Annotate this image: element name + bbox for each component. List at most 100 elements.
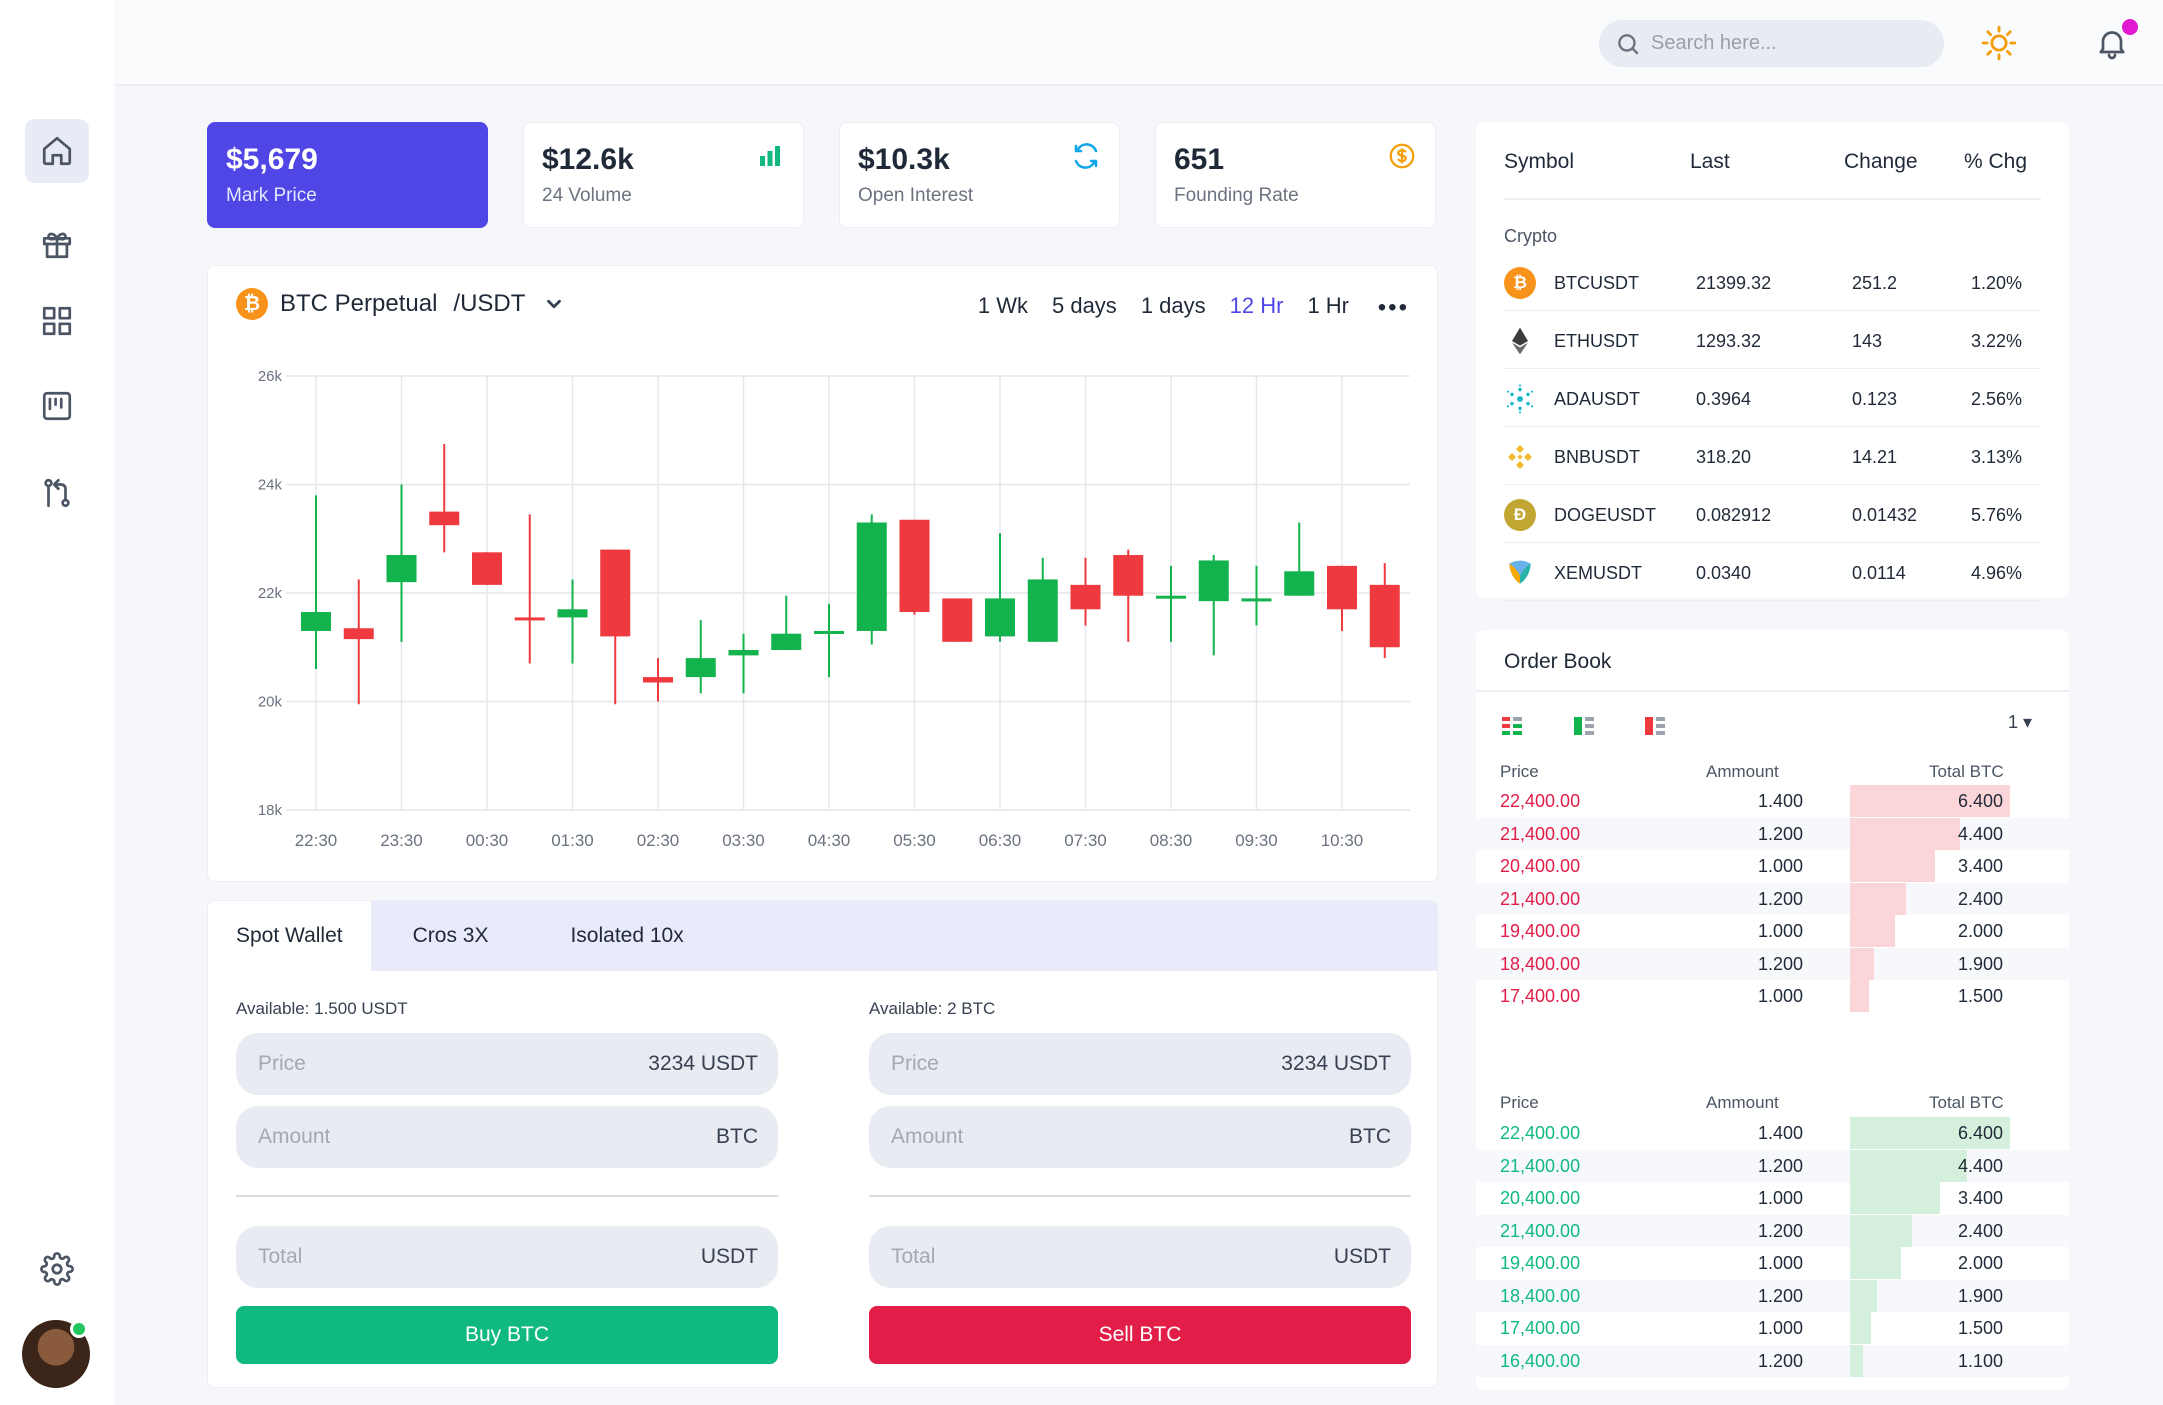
bitcoin-icon: ₿	[1504, 267, 1536, 299]
ask-row[interactable]: 21,400.00 1.200 4.400	[1476, 817, 2069, 850]
header-pct-change[interactable]: % Chg	[1964, 150, 2028, 173]
sell-btc-button[interactable]: Sell BTC	[869, 1306, 1411, 1364]
market-row[interactable]: Ð DOGEUSDT 0.082912 0.01432 5.76%	[1504, 485, 2041, 543]
time-range-tabs: 1 Wk 5 days 1 days 12 Hr 1 Hr	[978, 293, 1349, 319]
pct-change: 5.76%	[1971, 505, 2023, 525]
bid-row[interactable]: 16,400.00 1.200 1.100	[1476, 1344, 2069, 1377]
nav-gifts[interactable]	[25, 212, 89, 276]
header-last[interactable]: Last	[1690, 150, 1730, 173]
market-row[interactable]: XEMUSDT 0.0340 0.0114 4.96%	[1504, 543, 2041, 601]
stat-label: Open Interest	[858, 185, 974, 206]
bid-row[interactable]: 18,400.00 1.200 1.900	[1476, 1279, 2069, 1312]
market-row[interactable]: ADAUSDT 0.3964 0.123 2.56%	[1504, 369, 2041, 427]
bid-row[interactable]: 21,400.00 1.200 4.400	[1476, 1149, 2069, 1182]
depth-bar	[1850, 1149, 1967, 1182]
range-1wk[interactable]: 1 Wk	[977, 293, 1028, 318]
pair-selector[interactable]: ₿ BTC Perpetual /USDT	[236, 288, 565, 320]
search-box[interactable]	[1599, 20, 1944, 67]
candlestick-chart[interactable]: 26k 24k 22k 20k 18k 22:30 23:30 00:30 01:30 02:30…	[208, 266, 1439, 883]
depth-bar	[1850, 882, 1906, 915]
precision-select[interactable]: 1 ▾	[2008, 712, 2032, 733]
ask-total: 1.500	[1957, 986, 2003, 1006]
bid-price: 19,400.00	[1500, 1253, 1581, 1273]
more-options-icon[interactable]: •••	[1377, 294, 1409, 321]
change: 14.21	[1852, 447, 1898, 467]
buy-amount-field[interactable]: Amount BTC	[236, 1106, 778, 1168]
nav-board[interactable]	[25, 374, 89, 438]
sun-icon[interactable]	[1980, 24, 2018, 62]
ask-row[interactable]: 18,400.00 1.200 1.900	[1476, 947, 2069, 980]
bid-row[interactable]: 21,400.00 1.200 2.400	[1476, 1214, 2069, 1247]
stat-card-funding-rate[interactable]: 651 Founding Rate	[1155, 122, 1436, 228]
bid-amount: 1.000	[1757, 1253, 1803, 1273]
header-change[interactable]: Change	[1844, 150, 1918, 173]
range-1hr[interactable]: 1 Hr	[1307, 293, 1349, 318]
online-status-dot	[70, 1320, 88, 1338]
last: 1293.32	[1696, 331, 1762, 351]
nav-settings[interactable]	[25, 1237, 89, 1301]
ask-row[interactable]: 22,400.00 1.400 6.400	[1476, 785, 2069, 817]
market-row[interactable]: ₿ BTCUSDT 21399.32 251.2 1.20%	[1504, 253, 2041, 311]
y-tick-label: 22k	[258, 585, 283, 602]
bid-amount: 1.000	[1757, 1188, 1803, 1208]
bid-row[interactable]: 19,400.00 1.000 2.000	[1476, 1247, 2069, 1279]
x-tick-label: 23:30	[380, 831, 423, 850]
ask-row[interactable]: 17,400.00 1.000 1.500	[1476, 980, 2069, 1012]
header-symbol[interactable]: Symbol	[1504, 150, 1575, 173]
ask-row[interactable]: 20,400.00 1.000 3.400	[1476, 850, 2069, 882]
ask-price: 20,400.00	[1500, 856, 1581, 876]
field-placeholder: Total	[258, 1245, 303, 1268]
sell-total-field[interactable]: Total USDT	[869, 1226, 1411, 1288]
tab-cross-3x[interactable]: Cros 3X	[412, 924, 489, 947]
candle-up	[386, 555, 417, 583]
depth-bar	[1850, 1247, 1901, 1279]
tab-isolated-10x[interactable]: Isolated 10x	[570, 924, 684, 947]
candle-up	[728, 649, 759, 656]
stat-card-open-interest[interactable]: $10.3k Open Interest	[839, 122, 1120, 228]
range-1days[interactable]: 1 days	[1140, 293, 1206, 318]
stat-card-volume[interactable]: $12.6k 24 Volume	[523, 122, 804, 228]
tab-spot-wallet[interactable]: Spot Wallet	[208, 901, 371, 971]
candle-down	[942, 598, 973, 642]
gift-icon	[42, 232, 72, 259]
view-bids-icon[interactable]	[1572, 714, 1596, 738]
market-row[interactable]: BNBUSDT 318.20 14.21 3.13%	[1504, 427, 2041, 485]
bid-row[interactable]: 20,400.00 1.000 3.400	[1476, 1182, 2069, 1214]
candle-down	[514, 617, 545, 621]
depth-bar	[1850, 1312, 1871, 1344]
bid-total: 6.400	[1957, 1123, 2003, 1143]
market-row[interactable]: ETHUSDT 1293.32 143 3.22%	[1504, 311, 2041, 369]
candle-up	[301, 611, 331, 631]
bid-row[interactable]: 22,400.00 1.400 6.400	[1476, 1117, 2069, 1149]
buy-available: Available: 1.500 USDT	[236, 999, 408, 1018]
bid-amount: 1.200	[1757, 1350, 1803, 1371]
ask-price: 21,400.00	[1500, 888, 1581, 909]
buy-btc-button[interactable]: Buy BTC	[236, 1306, 778, 1364]
bid-price: 21,400.00	[1500, 1220, 1581, 1241]
range-12hr[interactable]: 12 Hr	[1229, 293, 1284, 318]
stat-card-mark-price[interactable]: $5,679 Mark Price	[207, 122, 488, 228]
nav-dashboard[interactable]	[25, 289, 89, 353]
view-asks-icon[interactable]	[1643, 714, 1667, 738]
bid-row[interactable]: 17,400.00 1.000 1.500	[1476, 1312, 2069, 1344]
x-tick-label: 02:30	[637, 831, 680, 850]
nav-home[interactable]	[25, 119, 89, 183]
cardano-icon	[1506, 384, 1534, 414]
range-5days[interactable]: 5 days	[1051, 293, 1117, 318]
bell-icon[interactable]	[2094, 24, 2130, 62]
ask-row[interactable]: 21,400.00 1.200 2.400	[1476, 882, 2069, 915]
sell-amount-field[interactable]: Amount BTC	[869, 1106, 1411, 1168]
x-tick-label: 09:30	[1235, 831, 1278, 850]
change: 251.2	[1852, 273, 1898, 293]
bid-price: 20,400.00	[1500, 1188, 1581, 1208]
view-both-icon[interactable]	[1500, 714, 1524, 738]
search-input[interactable]	[1651, 32, 1931, 55]
ask-row[interactable]: 19,400.00 1.000 2.000	[1476, 915, 2069, 947]
candle-up	[856, 522, 887, 631]
buy-total-field[interactable]: Total USDT	[236, 1226, 778, 1288]
sell-price-field[interactable]: Price 3234 USDT	[869, 1033, 1411, 1095]
bid-total: 3.400	[1957, 1188, 2003, 1208]
nav-transfers[interactable]	[25, 461, 89, 525]
field-value: 3234 USDT	[1281, 1052, 1391, 1075]
buy-price-field[interactable]: Price 3234 USDT	[236, 1033, 778, 1095]
